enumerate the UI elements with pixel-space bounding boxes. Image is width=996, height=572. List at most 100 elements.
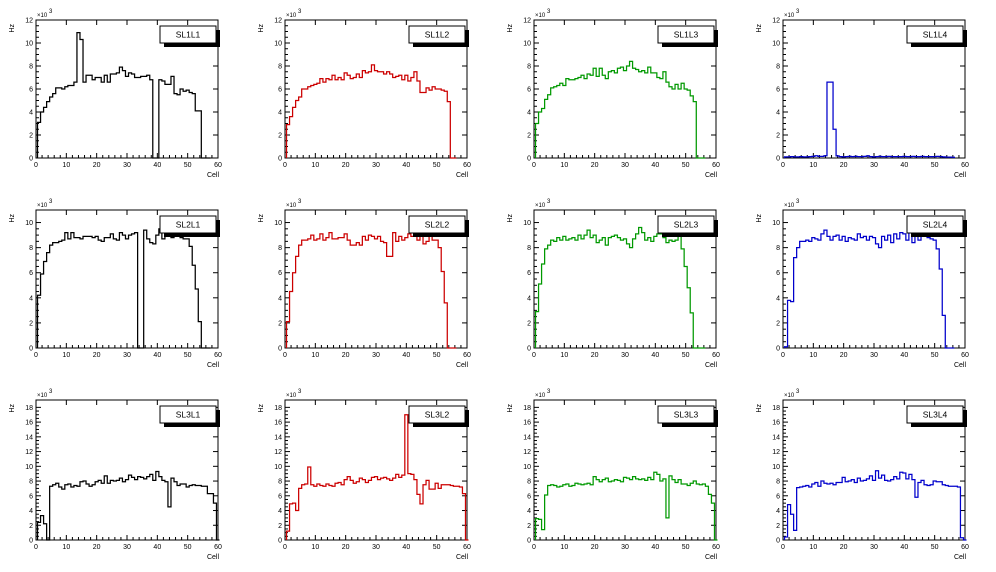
histogram-curve bbox=[285, 414, 469, 541]
legend-label: SL2L2 bbox=[425, 220, 450, 230]
legend-label: SL2L1 bbox=[176, 220, 201, 230]
y-tick-label: 10 bbox=[274, 41, 282, 48]
y-tick-label: 10 bbox=[25, 41, 33, 48]
y-tick-label: 4 bbox=[527, 295, 531, 302]
y-tick-label: 14 bbox=[274, 434, 282, 441]
y-tick-label: 10 bbox=[523, 220, 531, 227]
x-tick-label: 40 bbox=[153, 544, 161, 551]
legend-sl2l3[interactable]: SL2L3 bbox=[657, 215, 718, 237]
legend-sl3l3[interactable]: SL3L3 bbox=[657, 405, 718, 427]
plot-pad-sl1l4[interactable]: 0 2 4 6 8 10 12 0 10 20 30 40 50 60 Cell Hz ×10 3 SL1L4 bbox=[747, 0, 996, 190]
y-tick-label: 4 bbox=[776, 508, 780, 515]
y-tick-label: 18 bbox=[25, 405, 33, 412]
x-tick-label: 60 bbox=[463, 352, 471, 359]
legend-sl2l2[interactable]: SL2L2 bbox=[408, 215, 469, 237]
y-tick-label: 0 bbox=[278, 156, 282, 163]
legend-sl2l4[interactable]: SL2L4 bbox=[906, 215, 967, 237]
histogram-curve bbox=[534, 60, 706, 159]
x-axis-title: Cell bbox=[207, 172, 220, 179]
svg-text:×10: ×10 bbox=[37, 13, 48, 19]
x-tick-label: 50 bbox=[184, 162, 192, 169]
y-tick-label: 10 bbox=[25, 464, 33, 471]
y-axis-exponent: ×103 bbox=[535, 9, 551, 19]
legend-label: SL1L2 bbox=[425, 30, 450, 40]
y-tick-label: 2 bbox=[527, 133, 531, 140]
y-tick-label: 8 bbox=[29, 64, 33, 71]
legend-label: SL1L3 bbox=[674, 30, 699, 40]
y-tick-label: 2 bbox=[776, 320, 780, 327]
legend-box bbox=[906, 25, 964, 44]
x-tick-label: 10 bbox=[560, 162, 568, 169]
x-tick-label: 20 bbox=[342, 162, 350, 169]
plot-pad-sl1l3[interactable]: 0 2 4 6 8 10 12 0 10 20 30 40 50 60 Cell Hz ×10 3 SL1L3 bbox=[498, 0, 747, 190]
x-tick-label: 50 bbox=[931, 352, 939, 359]
legend-sl3l1[interactable]: SL3L1 bbox=[159, 405, 220, 427]
histogram-curve bbox=[36, 32, 211, 159]
plot-pad-sl3l2[interactable]: 0 2 4 6 8 10 12 14 16 18 0 10 20 30 40 50 60 Cell Hz ×10 3 SL… bbox=[249, 380, 498, 572]
y-axis: 0 2 4 6 8 10 bbox=[772, 220, 965, 353]
histogram-curve bbox=[783, 81, 956, 158]
plot-pad-sl1l2[interactable]: 0 2 4 6 8 10 12 0 10 20 30 40 50 60 Cell Hz ×10 3 SL1L2 bbox=[249, 0, 498, 190]
legend-sl1l1[interactable]: SL1L1 bbox=[159, 25, 220, 47]
legend-sl1l4[interactable]: SL1L4 bbox=[906, 25, 967, 47]
svg-text:×10: ×10 bbox=[535, 13, 546, 19]
legend-sl2l1[interactable]: SL2L1 bbox=[159, 215, 220, 237]
x-tick-label: 0 bbox=[532, 162, 536, 169]
y-axis-title: Hz bbox=[258, 24, 265, 33]
legend-box bbox=[159, 405, 217, 424]
legend-sl1l3[interactable]: SL1L3 bbox=[657, 25, 718, 47]
y-axis-title: Hz bbox=[507, 24, 514, 33]
y-tick-label: 14 bbox=[25, 434, 33, 441]
histogram-curve bbox=[783, 229, 955, 349]
x-tick-label: 30 bbox=[123, 544, 131, 551]
legend-box bbox=[657, 25, 715, 44]
plot-pad-sl2l2[interactable]: 0 2 4 6 8 10 0 10 20 30 40 50 60 Cell Hz ×10 3 SL2L2 bbox=[249, 190, 498, 380]
y-tick-label: 10 bbox=[772, 464, 780, 471]
plot-pad-sl3l4[interactable]: 0 2 4 6 8 10 12 14 16 18 0 10 20 30 40 50 60 Cell Hz ×10 3 SL… bbox=[747, 380, 996, 572]
x-axis: 0 10 20 30 40 50 60 bbox=[34, 20, 222, 169]
x-tick-label: 30 bbox=[372, 162, 380, 169]
svg-text:3: 3 bbox=[298, 9, 302, 15]
x-tick-label: 0 bbox=[283, 352, 287, 359]
legend-label: SL2L3 bbox=[674, 220, 699, 230]
legend-sl1l2[interactable]: SL1L2 bbox=[408, 25, 469, 47]
x-tick-label: 30 bbox=[621, 352, 629, 359]
y-axis-title: Hz bbox=[258, 404, 265, 413]
x-tick-label: 20 bbox=[591, 544, 599, 551]
y-tick-label: 4 bbox=[776, 110, 780, 117]
svg-text:3: 3 bbox=[49, 389, 53, 395]
plot-pad-sl2l4[interactable]: 0 2 4 6 8 10 0 10 20 30 40 50 60 Cell Hz ×10 3 SL2L4 bbox=[747, 190, 996, 380]
x-tick-label: 10 bbox=[809, 162, 817, 169]
plot-pad-sl3l1[interactable]: 0 2 4 6 8 10 12 14 16 18 0 10 20 30 40 50 60 Cell Hz ×10 3 SL… bbox=[0, 380, 249, 572]
plot-pad-sl1l1[interactable]: 0 2 4 6 8 10 12 0 10 20 30 40 50 60 Cell Hz ×10 3 SL1L1 bbox=[0, 0, 249, 190]
x-tick-label: 60 bbox=[961, 352, 969, 359]
x-axis: 0 10 20 30 40 50 60 bbox=[34, 400, 222, 551]
legend-sl3l4[interactable]: SL3L4 bbox=[906, 405, 967, 427]
y-tick-label: 0 bbox=[776, 346, 780, 353]
plot-pad-sl2l3[interactable]: 0 2 4 6 8 10 0 10 20 30 40 50 60 Cell Hz ×10 3 SL2L3 bbox=[498, 190, 747, 380]
y-axis-exponent: ×103 bbox=[784, 199, 800, 209]
y-axis: 0 2 4 6 8 10 12 bbox=[274, 18, 467, 163]
x-axis-title: Cell bbox=[456, 554, 469, 561]
y-tick-label: 8 bbox=[776, 64, 780, 71]
histogram-curve bbox=[36, 228, 211, 349]
x-tick-label: 50 bbox=[184, 352, 192, 359]
y-axis-exponent: ×103 bbox=[535, 389, 551, 399]
x-axis-title: Cell bbox=[705, 554, 718, 561]
x-tick-label: 50 bbox=[931, 162, 939, 169]
y-tick-label: 12 bbox=[523, 18, 531, 25]
x-tick-label: 30 bbox=[372, 352, 380, 359]
svg-text:×10: ×10 bbox=[37, 203, 48, 209]
y-tick-label: 8 bbox=[278, 64, 282, 71]
y-tick-label: 0 bbox=[776, 538, 780, 545]
y-tick-label: 18 bbox=[274, 405, 282, 412]
x-tick-label: 40 bbox=[900, 162, 908, 169]
legend-sl3l2[interactable]: SL3L2 bbox=[408, 405, 469, 427]
plot-pad-sl2l1[interactable]: 0 2 4 6 8 10 0 10 20 30 40 50 60 Cell Hz ×10 3 SL2L1 bbox=[0, 190, 249, 380]
y-tick-label: 8 bbox=[278, 479, 282, 486]
plot-pad-sl3l3[interactable]: 0 2 4 6 8 10 12 14 16 18 0 10 20 30 40 50 60 Cell Hz ×10 3 SL… bbox=[498, 380, 747, 572]
legend-box bbox=[159, 25, 217, 44]
y-axis-exponent: ×103 bbox=[37, 9, 53, 19]
y-tick-label: 8 bbox=[527, 479, 531, 486]
x-tick-label: 60 bbox=[463, 162, 471, 169]
